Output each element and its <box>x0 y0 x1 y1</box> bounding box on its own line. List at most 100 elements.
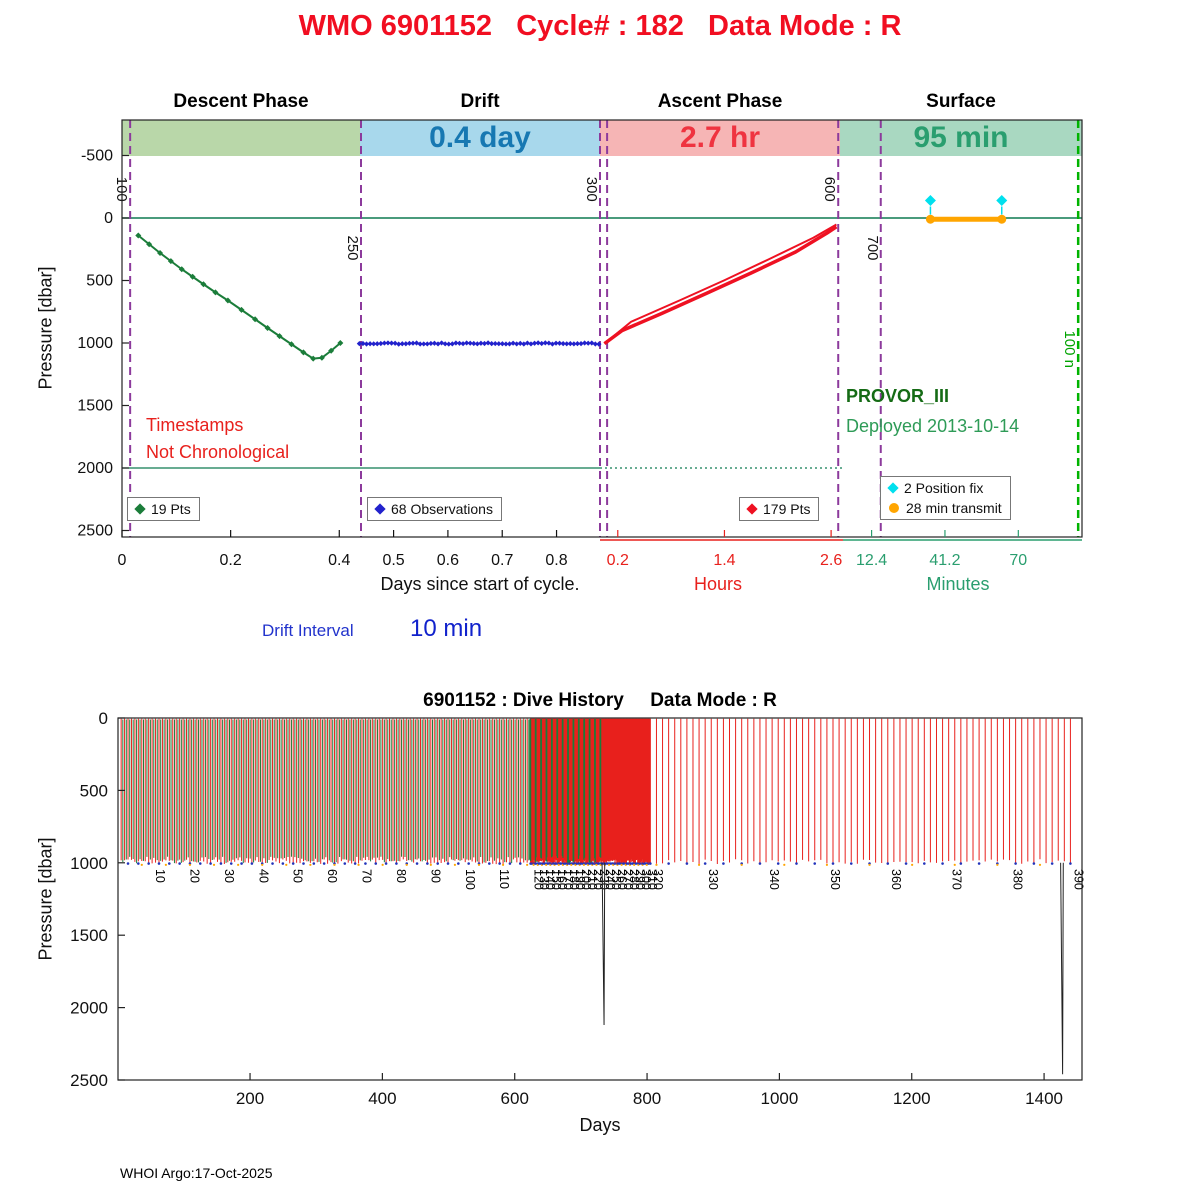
svg-text:280: 280 <box>627 869 641 890</box>
svg-text:380: 380 <box>1011 869 1025 890</box>
svg-text:130: 130 <box>537 869 551 890</box>
x-axis-label-days: Days since start of cycle. <box>380 574 580 594</box>
ascent-duration: 2.7 hr <box>679 121 761 154</box>
drift-duration: 0.4 day <box>429 121 531 154</box>
svg-text:100: 100 <box>463 869 477 890</box>
svg-text:80: 80 <box>394 869 408 883</box>
top-y-axis-label: Pressure [dbar] <box>35 266 56 390</box>
svg-text:1.4: 1.4 <box>713 552 735 569</box>
legend-position-fix-row: 2 Position fix <box>887 480 984 496</box>
phase-title-surface: Surface <box>926 91 996 112</box>
svg-text:70: 70 <box>360 869 374 883</box>
svg-text:90: 90 <box>428 869 442 883</box>
svg-text:-500: -500 <box>81 148 113 165</box>
deployed-date-label: Deployed 2013-10-14 <box>846 416 1020 436</box>
svg-text:310: 310 <box>645 869 659 890</box>
svg-text:0: 0 <box>99 709 108 728</box>
svg-text:500: 500 <box>80 781 108 800</box>
footer-attribution: WHOI Argo:17-Oct-2025 <box>120 1165 273 1181</box>
svg-text:320: 320 <box>651 869 665 890</box>
phase-title-descent: Descent Phase <box>173 91 309 112</box>
blue-diamond-icon <box>374 503 386 515</box>
svg-text:370: 370 <box>950 869 964 890</box>
surface-duration: 95 min <box>913 121 1009 154</box>
svg-text:40: 40 <box>256 869 270 883</box>
svg-text:400: 400 <box>368 1089 396 1108</box>
cyan-diamond-icon <box>887 482 899 494</box>
timestamps-note-line1: Timestamps <box>146 415 244 435</box>
legend-ascent-points: 179 Pts <box>739 497 820 521</box>
svg-text:41.2: 41.2 <box>929 552 960 569</box>
x-axis-label-hours: Hours <box>693 574 742 594</box>
svg-text:230: 230 <box>597 869 611 890</box>
svg-text:180: 180 <box>567 869 581 890</box>
svg-text:10: 10 <box>153 869 167 883</box>
bottom-x-axis-label: Days <box>579 1115 621 1135</box>
svg-text:20: 20 <box>188 869 202 883</box>
svg-text:0.8: 0.8 <box>545 552 567 569</box>
svg-text:0: 0 <box>118 552 127 569</box>
svg-text:1500: 1500 <box>77 398 113 415</box>
svg-text:0.5: 0.5 <box>382 552 404 569</box>
legend-drift-label: 68 Observations <box>391 501 493 517</box>
svg-text:500: 500 <box>86 273 113 290</box>
svg-text:600: 600 <box>821 177 838 202</box>
svg-text:1200: 1200 <box>893 1089 931 1108</box>
svg-text:0.7: 0.7 <box>491 552 513 569</box>
svg-text:210: 210 <box>585 869 599 890</box>
legend-surface: 2 Position fix 28 min transmit <box>880 476 1011 520</box>
svg-text:120: 120 <box>532 869 546 890</box>
svg-text:110: 110 <box>497 869 511 889</box>
svg-text:150: 150 <box>549 869 563 890</box>
svg-text:2000: 2000 <box>70 999 108 1018</box>
svg-text:12.4: 12.4 <box>856 552 887 569</box>
svg-text:600: 600 <box>501 1089 529 1108</box>
svg-text:260: 260 <box>615 869 629 890</box>
drift-interval-value: 10 min <box>410 615 483 642</box>
svg-text:220: 220 <box>591 869 605 890</box>
svg-text:700: 700 <box>864 235 881 260</box>
svg-text:100 n: 100 n <box>1061 330 1078 368</box>
svg-text:390: 390 <box>1071 869 1085 890</box>
svg-text:200: 200 <box>236 1089 264 1108</box>
svg-text:350: 350 <box>828 869 842 890</box>
timestamps-note: Timestamps Not Chronological <box>146 412 289 466</box>
svg-text:2.6: 2.6 <box>820 552 842 569</box>
svg-text:1000: 1000 <box>77 335 113 352</box>
bottom-y-axis-label: Pressure [dbar] <box>35 837 56 961</box>
legend-descent-label: 19 Pts <box>151 501 191 517</box>
svg-text:250: 250 <box>609 869 623 890</box>
svg-text:2500: 2500 <box>70 1071 108 1090</box>
phase-title-ascent: Ascent Phase <box>657 91 783 112</box>
svg-text:0.2: 0.2 <box>220 552 242 569</box>
svg-text:270: 270 <box>621 869 635 890</box>
svg-text:160: 160 <box>555 869 569 890</box>
svg-text:1400: 1400 <box>1025 1089 1063 1108</box>
svg-text:190: 190 <box>573 869 587 890</box>
svg-text:60: 60 <box>325 869 339 883</box>
legend-position-fix-label: 2 Position fix <box>904 480 984 496</box>
timestamps-note-line2: Not Chronological <box>146 442 290 462</box>
svg-text:1500: 1500 <box>70 926 108 945</box>
svg-text:0.2: 0.2 <box>607 552 629 569</box>
svg-text:360: 360 <box>889 869 903 890</box>
legend-drift-observations: 68 Observations <box>367 497 502 521</box>
svg-text:200: 200 <box>579 869 593 890</box>
phase-title-drift: Drift <box>460 91 500 112</box>
svg-text:340: 340 <box>767 869 781 890</box>
float-model-label: PROVOR_III <box>846 386 950 406</box>
orange-circle-icon <box>889 503 899 513</box>
svg-text:0: 0 <box>104 210 113 227</box>
svg-text:240: 240 <box>603 869 617 890</box>
svg-text:70: 70 <box>1009 552 1027 569</box>
drift-interval-label: Drift Interval <box>262 621 354 640</box>
legend-transmit-row: 28 min transmit <box>889 500 1002 516</box>
svg-text:300: 300 <box>583 177 600 202</box>
legend-transmit-label: 28 min transmit <box>906 500 1002 516</box>
svg-text:330: 330 <box>706 869 720 890</box>
svg-text:1000: 1000 <box>760 1089 798 1108</box>
svg-text:2500: 2500 <box>77 523 113 540</box>
svg-text:30: 30 <box>222 869 236 883</box>
